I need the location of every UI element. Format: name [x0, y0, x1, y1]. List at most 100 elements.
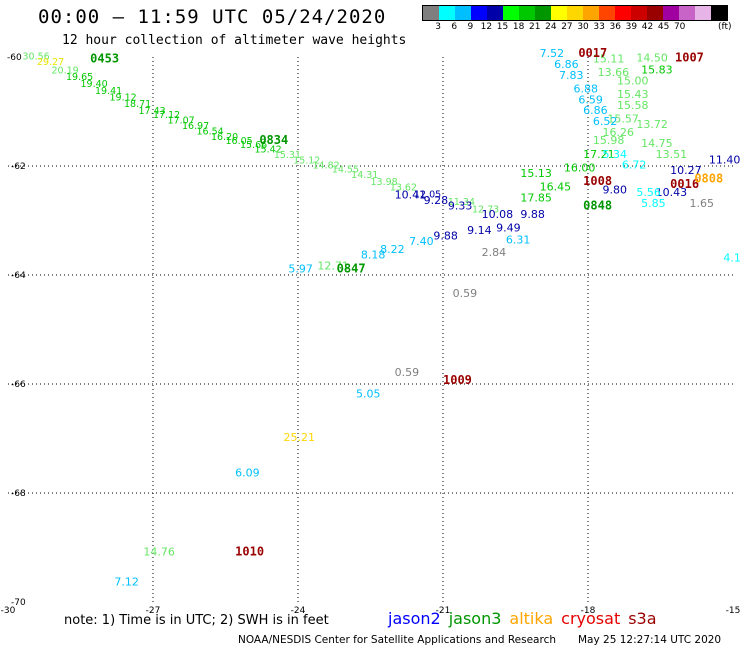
wave-height-value: 6.09 — [235, 467, 260, 480]
wave-height-value: 15.58 — [617, 99, 649, 112]
track-wave-height: 13.98 — [371, 177, 398, 188]
track-wave-height: 19.41 — [95, 86, 122, 97]
page-title: 00:00 — 11:59 UTC 05/24/2020 — [38, 6, 387, 28]
track-wave-height: 17.12 — [153, 110, 180, 121]
wave-height-value: 5.97 — [288, 262, 313, 275]
wave-height-value: 15.43 — [617, 88, 649, 101]
wave-height-value: 10.27 — [670, 164, 702, 177]
pass-time-label: 1007 — [675, 50, 704, 64]
color-swatch — [583, 6, 599, 20]
track-labels: 30.5629.2720.1919.6519.4019.4119.1218.71… — [23, 52, 500, 216]
pass-time-label: 1009 — [443, 373, 472, 387]
color-scale-label: 42 — [641, 22, 654, 32]
wave-height-value: 11.40 — [709, 153, 740, 166]
lon-tick-label: -30 — [1, 606, 16, 616]
wave-height-value: 16.00 — [564, 161, 596, 174]
track-wave-height: 16.54 — [197, 126, 224, 137]
lon-tick-label: -15 — [726, 606, 740, 616]
color-swatch — [471, 6, 487, 20]
observation-labels: 0.59 0.59 5.05 25.21 6.09 14.76 7.12 5.97 12.71 8… — [114, 47, 740, 589]
color-scale-label: 45 — [657, 22, 670, 32]
wave-height-value: 6.31 — [506, 233, 531, 246]
wave-height-value: 5.34 — [603, 148, 628, 161]
track-wave-height: 15.66 — [240, 140, 267, 151]
wave-height-value: 16.45 — [540, 181, 572, 194]
color-swatch — [551, 6, 567, 20]
wave-height-value: 1.65 — [690, 197, 715, 210]
wave-height-value: 13.51 — [656, 148, 688, 161]
wave-height-value: 14.76 — [143, 546, 175, 559]
color-swatch — [647, 6, 663, 20]
wave-height-value: 9.88 — [433, 230, 458, 243]
wave-height-value: 13.72 — [636, 118, 668, 131]
track-wave-height: 12.05 — [414, 190, 441, 201]
lat-tick-label: -64 — [11, 271, 26, 281]
track-wave-height: 17.07 — [168, 115, 195, 126]
lon-tick-label: -18 — [581, 606, 596, 616]
track-wave-height: 30.56 — [23, 52, 50, 63]
wave-height-value: 6.86 — [583, 104, 608, 117]
color-scale-label: 6 — [451, 22, 458, 32]
track-wave-height: 12.73 — [472, 204, 499, 215]
track-wave-height: 19.40 — [81, 79, 108, 90]
wave-height-value: 6.72 — [622, 159, 647, 172]
track-wave-height: 15.42 — [255, 144, 282, 155]
track-wave-height: 19.12 — [110, 93, 137, 104]
wave-height-value: 15.83 — [641, 63, 673, 76]
wave-height-value: 15.13 — [520, 167, 552, 180]
color-scale-label: 9 — [467, 22, 474, 32]
color-swatch — [631, 6, 647, 20]
color-scale-label: 39 — [625, 22, 638, 32]
wave-height-value: 9.49 — [496, 221, 520, 234]
wave-height-value: 9.14 — [467, 224, 492, 237]
pass-time-label: 1010 — [235, 545, 264, 559]
color-swatch — [455, 6, 471, 20]
footer-timestamp: May 25 12:27:14 UTC 2020 — [578, 634, 722, 646]
wave-height-value: 5.05 — [356, 388, 381, 401]
lat-tick-label: -70 — [11, 598, 26, 608]
wave-height-value: 0.59 — [395, 366, 420, 379]
wave-height-value: 8.22 — [380, 243, 405, 256]
wave-height-value: 16.26 — [603, 126, 635, 139]
wave-height-value: 10.41 — [395, 189, 427, 202]
track-wave-height: 15.12 — [293, 155, 320, 166]
wave-height-value: 9.88 — [520, 208, 545, 221]
satellite-legend: jason2 jason3 altika cryosat s3a — [388, 609, 665, 628]
satellite-legend-item: jason2 — [388, 609, 441, 628]
wave-height-value: 6.59 — [578, 93, 603, 106]
satellite-legend-item: altika — [509, 609, 554, 628]
lon-tick-label: -21 — [436, 606, 451, 616]
color-scale-label: 24 — [545, 22, 557, 32]
wave-height-value: 7.83 — [559, 69, 584, 82]
satellite-legend-item: s3a — [628, 609, 657, 628]
track-wave-height: 16.05 — [226, 136, 253, 147]
wave-height-value: 17.21 — [583, 148, 615, 161]
satellite-legend-item: cryosat — [561, 609, 621, 628]
track-wave-height: 11.34 — [448, 197, 475, 208]
wave-height-value: 9.33 — [448, 200, 473, 213]
pass-time-label: 0834 — [259, 133, 288, 147]
color-scale-bar — [422, 5, 728, 21]
wave-height-value: 15.98 — [593, 134, 625, 147]
track-wave-height: 14.82 — [313, 161, 340, 172]
color-scale-label: 27 — [561, 22, 573, 32]
lat-tick-label: -60 — [7, 53, 22, 63]
lat-tick-label: -66 — [11, 380, 26, 390]
wave-height-value: 9.28 — [424, 194, 449, 207]
track-wave-height: 16.20 — [211, 132, 238, 143]
wave-height-value: 0.59 — [453, 287, 478, 300]
footer-credit: NOAA/NESDIS Center for Satellite Applica… — [238, 634, 556, 646]
wave-height-value: 14.75 — [641, 137, 673, 150]
color-scale-label: 30 — [577, 22, 589, 32]
satellite-legend-item: jason3 — [448, 609, 502, 628]
color-scale-label: 70 — [673, 22, 686, 32]
wave-height-value: 6.86 — [554, 58, 579, 71]
wave-height-value: 10.08 — [482, 208, 513, 221]
track-wave-height: 19.65 — [66, 72, 93, 83]
color-scale-labels: 3 6 9 12 15 18 21 24 27 30 33 36 39 42 45 70 — [422, 22, 728, 34]
page-subtitle: 12 hour collection of altimeter wave hei… — [62, 33, 407, 48]
wave-height-value: 7.40 — [409, 235, 434, 248]
wave-height-value: 25.21 — [284, 431, 316, 444]
